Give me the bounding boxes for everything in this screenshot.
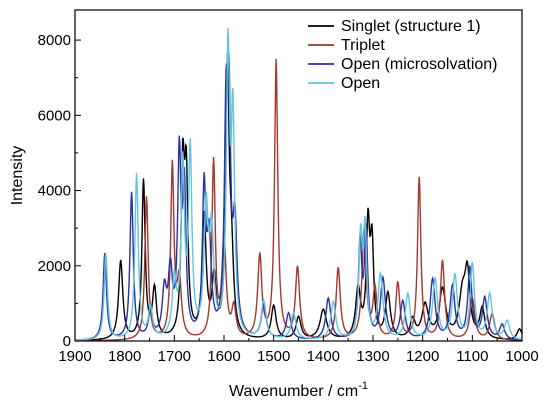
legend-label: Open bbox=[341, 75, 380, 92]
x-tick-label: 1600 bbox=[207, 348, 240, 365]
legend: Singlet (structure 1) Triplet Open (micros… bbox=[308, 18, 498, 92]
x-tick-label: 1400 bbox=[307, 348, 340, 365]
x-tick-label: 1700 bbox=[158, 348, 191, 365]
y-tick-label: 6000 bbox=[38, 107, 71, 124]
x-axis-title-text: Wavenumber / cm bbox=[229, 383, 358, 400]
y-tick-label: 8000 bbox=[38, 32, 71, 49]
series-line-1 bbox=[75, 52, 523, 341]
series-line-4 bbox=[75, 28, 522, 341]
legend-label: Triplet bbox=[341, 37, 385, 54]
x-axis: 1900 1800 1700 1600 1500 1400 1300 1200 1100 1000 bbox=[58, 335, 539, 365]
legend-label: Open (microsolvation) bbox=[341, 56, 498, 73]
x-tick-label: 1100 bbox=[456, 348, 488, 365]
y-axis: 0 2000 4000 6000 8000 bbox=[38, 32, 81, 350]
y-tick-label: 4000 bbox=[38, 183, 71, 200]
y-axis-title: Intensity bbox=[9, 146, 26, 206]
y-tick-label: 0 bbox=[63, 333, 71, 350]
x-axis-title-superscript: -1 bbox=[358, 380, 368, 392]
series-line-3 bbox=[75, 52, 522, 341]
x-axis-title: Wavenumber / cm-1 bbox=[229, 380, 368, 400]
y-tick-label: 2000 bbox=[38, 258, 71, 275]
series-lines bbox=[75, 28, 523, 342]
x-tick-label: 1900 bbox=[58, 348, 91, 365]
x-tick-label: 1000 bbox=[505, 348, 538, 365]
x-tick-label: 1500 bbox=[257, 348, 290, 365]
x-tick-label: 1800 bbox=[108, 348, 141, 365]
legend-label: Singlet (structure 1) bbox=[341, 18, 481, 35]
x-tick-label: 1300 bbox=[356, 348, 389, 365]
x-tick-label: 1200 bbox=[406, 348, 439, 365]
